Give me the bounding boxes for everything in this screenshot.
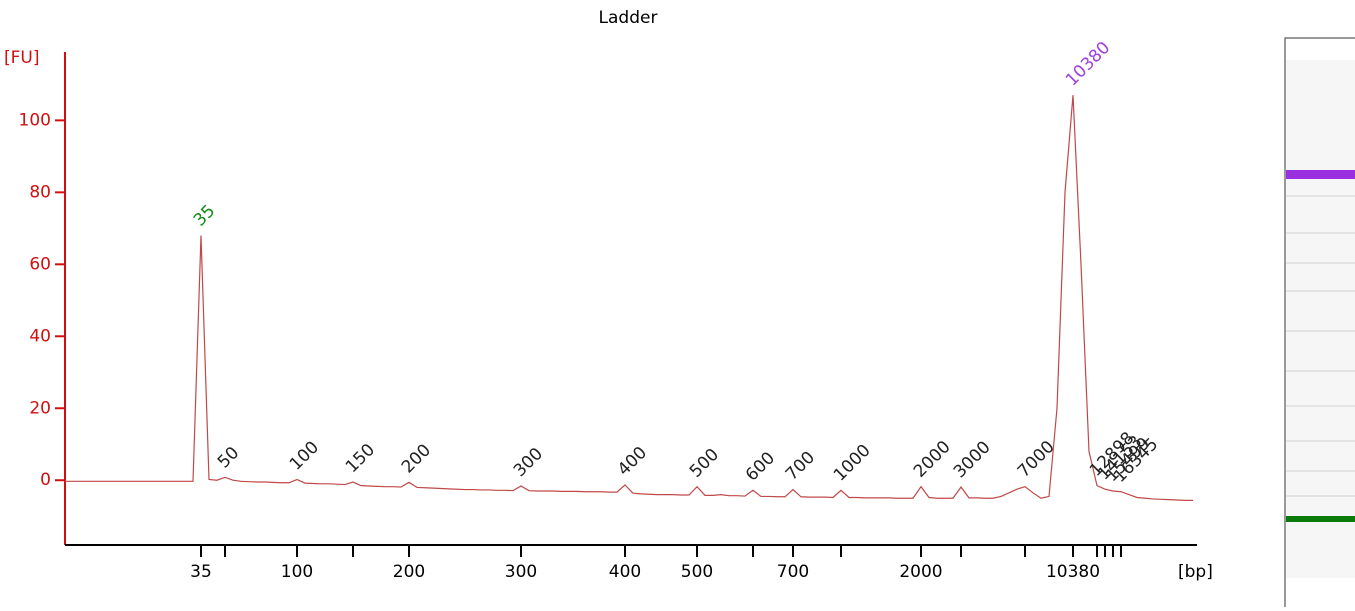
peak-label: 700 [782, 448, 819, 485]
peak-label: 50 [214, 443, 243, 472]
y-tick-label: 100 [19, 110, 51, 130]
x-tick-label: 500 [681, 562, 713, 582]
x-axis-label: [bp] [1178, 562, 1213, 582]
x-tick-label: 300 [505, 562, 537, 582]
peak-label: 200 [398, 440, 435, 477]
x-tick-label: 200 [393, 562, 425, 582]
x-tick-label: 100 [281, 562, 313, 582]
gel-faint-bands [1286, 195, 1355, 497]
peak-label: 300 [510, 444, 547, 481]
peak-label: 35 [190, 201, 219, 230]
peak-label: 1000 [830, 441, 875, 486]
y-tick-label: 40 [29, 326, 51, 346]
chart-title: Ladder [599, 8, 658, 28]
x-tick-label: 700 [777, 562, 809, 582]
y-tick-label: 60 [29, 254, 51, 274]
y-tick-label: 0 [40, 470, 51, 490]
peak-label: 10380 [1062, 38, 1114, 90]
gel-band-upper [1286, 170, 1355, 179]
peak-label: 100 [286, 437, 323, 474]
y-tick-label: 80 [29, 182, 51, 202]
peak-label: 400 [614, 443, 651, 480]
x-tick-label: 2000 [899, 562, 942, 582]
trace [65, 95, 1193, 501]
y-tick-label: 20 [29, 398, 51, 418]
peak-label: 3000 [950, 437, 995, 482]
peak-label: 600 [742, 448, 779, 485]
peak-label: 2000 [910, 437, 955, 482]
x-tick-label: 400 [609, 562, 641, 582]
gel-background [1286, 60, 1355, 578]
peak-label: 150 [342, 440, 379, 477]
gel-lane [1284, 37, 1355, 611]
y-axis-label: [FU] [4, 48, 40, 68]
peak-label: 500 [686, 445, 723, 482]
x-tick-label: 10380 [1046, 562, 1100, 582]
x-tick-label: 35 [190, 562, 212, 582]
gel-band-lower [1286, 516, 1355, 522]
